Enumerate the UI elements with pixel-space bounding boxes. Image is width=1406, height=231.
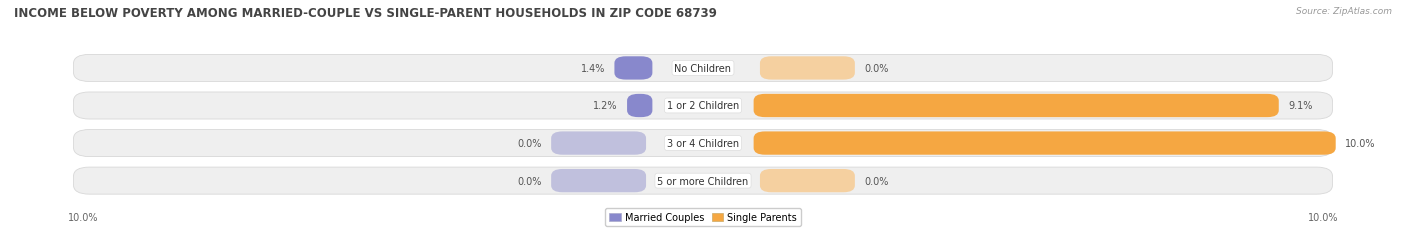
FancyBboxPatch shape bbox=[627, 94, 652, 118]
Text: 5 or more Children: 5 or more Children bbox=[658, 176, 748, 186]
Text: 9.1%: 9.1% bbox=[1288, 101, 1313, 111]
Text: Source: ZipAtlas.com: Source: ZipAtlas.com bbox=[1296, 7, 1392, 16]
FancyBboxPatch shape bbox=[754, 94, 1279, 118]
Legend: Married Couples, Single Parents: Married Couples, Single Parents bbox=[605, 208, 801, 226]
Text: 0.0%: 0.0% bbox=[517, 138, 541, 149]
Text: 0.0%: 0.0% bbox=[865, 64, 889, 74]
Text: 0.0%: 0.0% bbox=[865, 176, 889, 186]
Text: 10.0%: 10.0% bbox=[1308, 212, 1339, 222]
FancyBboxPatch shape bbox=[614, 57, 652, 80]
FancyBboxPatch shape bbox=[73, 55, 1333, 82]
FancyBboxPatch shape bbox=[759, 57, 855, 80]
Text: 3 or 4 Children: 3 or 4 Children bbox=[666, 138, 740, 149]
FancyBboxPatch shape bbox=[551, 169, 647, 192]
Text: INCOME BELOW POVERTY AMONG MARRIED-COUPLE VS SINGLE-PARENT HOUSEHOLDS IN ZIP COD: INCOME BELOW POVERTY AMONG MARRIED-COUPL… bbox=[14, 7, 717, 20]
FancyBboxPatch shape bbox=[759, 169, 855, 192]
Text: 0.0%: 0.0% bbox=[517, 176, 541, 186]
FancyBboxPatch shape bbox=[73, 130, 1333, 157]
Text: 1 or 2 Children: 1 or 2 Children bbox=[666, 101, 740, 111]
Text: No Children: No Children bbox=[675, 64, 731, 74]
FancyBboxPatch shape bbox=[73, 93, 1333, 119]
Text: 10.0%: 10.0% bbox=[67, 212, 98, 222]
FancyBboxPatch shape bbox=[73, 167, 1333, 194]
Text: 1.2%: 1.2% bbox=[593, 101, 617, 111]
Text: 10.0%: 10.0% bbox=[1346, 138, 1375, 149]
Text: 1.4%: 1.4% bbox=[581, 64, 605, 74]
FancyBboxPatch shape bbox=[754, 132, 1336, 155]
FancyBboxPatch shape bbox=[551, 132, 647, 155]
